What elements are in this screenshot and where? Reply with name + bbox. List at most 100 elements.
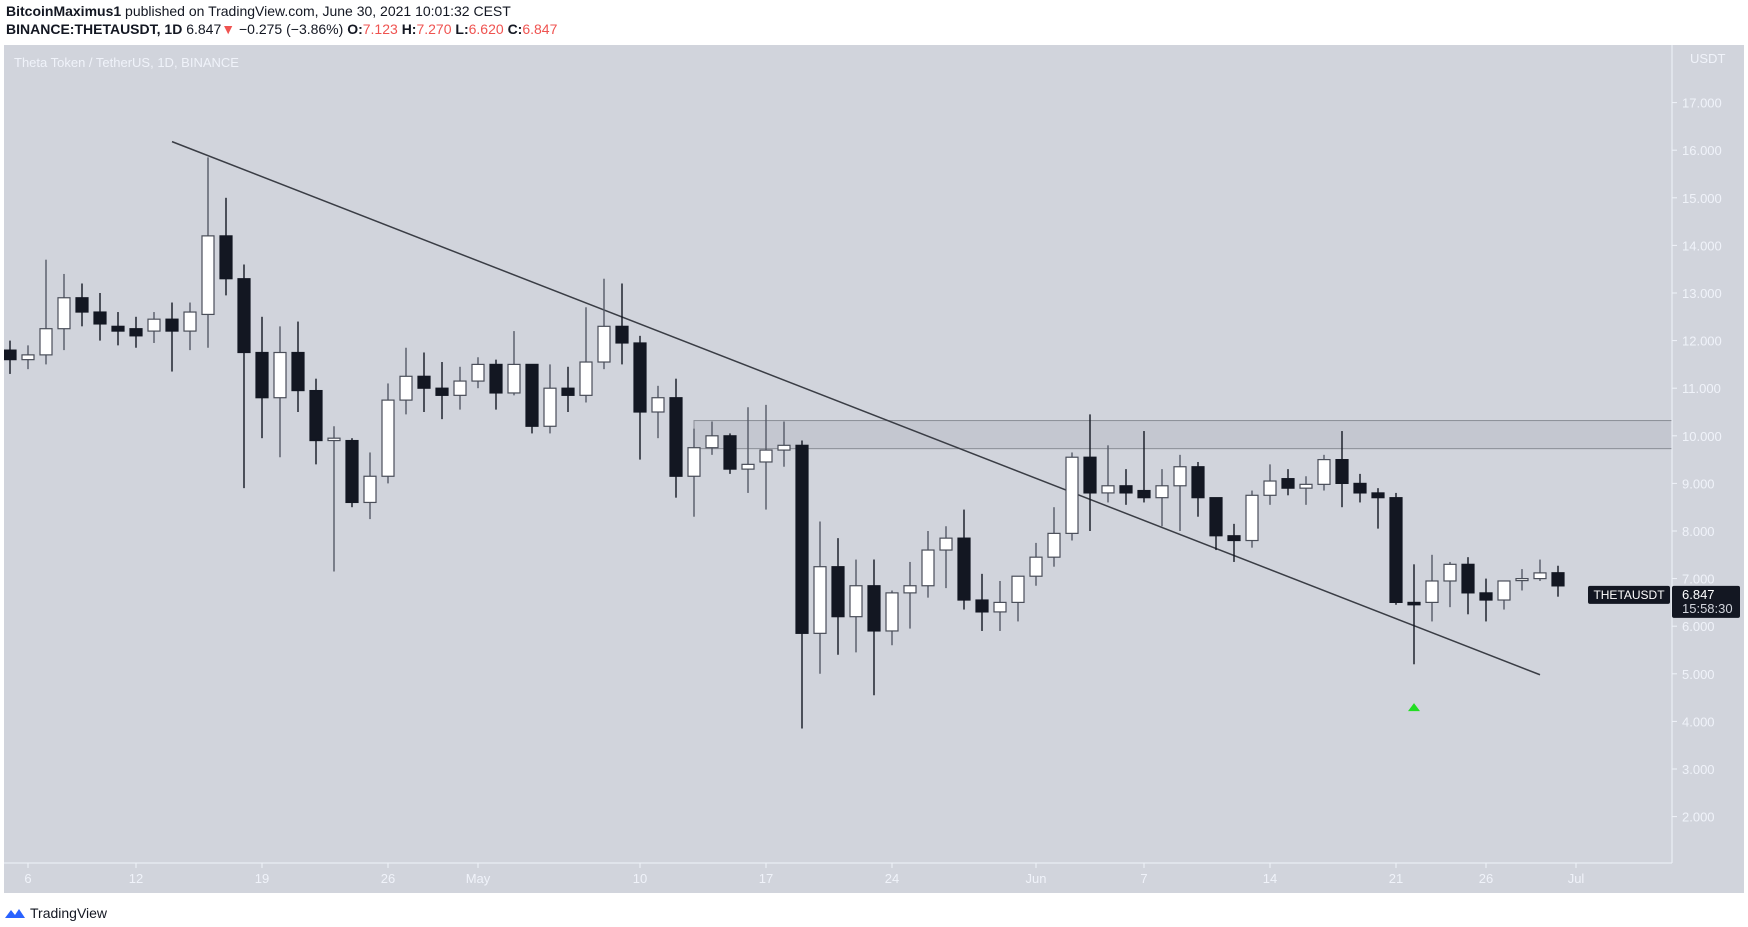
candle [1191, 461, 1205, 517]
candle [1479, 578, 1493, 622]
candle-body [651, 397, 665, 413]
candle [903, 561, 917, 629]
candle-body [1209, 497, 1223, 537]
candle-body [777, 444, 791, 451]
candle [993, 580, 1007, 631]
candle [1083, 414, 1097, 531]
candle-body [1515, 577, 1529, 582]
candle-body [1389, 497, 1403, 603]
candle [1011, 575, 1025, 622]
candle [1335, 431, 1349, 508]
candle [1029, 542, 1043, 586]
candle [1137, 431, 1151, 503]
y-tick-label: 11.000 [1682, 381, 1721, 396]
candle [471, 357, 485, 389]
candle-body [309, 389, 323, 442]
close-label: C: [507, 21, 523, 37]
current-price: 6.847 [1682, 587, 1715, 602]
candle [1173, 454, 1187, 531]
candle-body [4, 349, 17, 361]
price-tag-bg [1672, 585, 1740, 618]
candle-body [759, 449, 773, 463]
candle [1227, 523, 1241, 562]
candle-body [957, 537, 971, 601]
candle-body [183, 311, 197, 332]
x-tick-label: 17 [759, 871, 773, 886]
candle [1533, 559, 1547, 581]
close-value: 6.847 [522, 21, 558, 37]
candle-body [363, 475, 377, 504]
candle [669, 378, 683, 498]
chart-legend: Theta Token / TetherUS, 1D, BINANCE [14, 55, 239, 70]
candle-body [615, 325, 629, 344]
candle-body [669, 397, 683, 477]
candle-body [1551, 572, 1565, 587]
candle [813, 521, 827, 674]
candle-body [525, 363, 539, 427]
candle [1353, 473, 1367, 503]
candle [1497, 580, 1511, 610]
candle [219, 197, 233, 296]
candle-body [471, 363, 485, 382]
y-tick-label: 7.000 [1682, 572, 1715, 587]
candle [1155, 469, 1169, 527]
candle-body [1155, 485, 1169, 499]
y-tick-label: 4.000 [1682, 714, 1715, 729]
high-value: 7.270 [416, 21, 452, 37]
candle-body [1245, 494, 1259, 542]
candle-body [39, 328, 53, 356]
candle [705, 421, 719, 455]
candle-body [705, 435, 719, 449]
open-label: O: [347, 21, 363, 37]
candle [849, 559, 863, 653]
candle [1299, 476, 1313, 505]
symbol-tag-bg [1588, 585, 1670, 604]
candle [183, 302, 197, 351]
candle-body [129, 328, 143, 337]
candle [255, 316, 269, 439]
candle-body [1299, 483, 1313, 489]
tradingview-logo[interactable]: TradingView [4, 905, 107, 921]
candle [597, 278, 611, 370]
candle [291, 321, 305, 412]
candle [1371, 488, 1385, 529]
candle-body [813, 566, 827, 634]
x-tick-label: 26 [1479, 871, 1493, 886]
candle-body [1065, 456, 1079, 534]
candle-body [165, 318, 179, 332]
candle-body [1425, 580, 1439, 603]
candle-body [435, 387, 449, 396]
candle-body [723, 435, 737, 470]
price-change: −0.275 (−3.86%) [239, 21, 344, 37]
candle [687, 428, 701, 517]
x-tick-label: 19 [255, 871, 269, 886]
candle [129, 316, 143, 348]
candle [759, 404, 773, 510]
candle [453, 366, 467, 410]
brand-label: TradingView [30, 905, 108, 921]
candle [957, 509, 971, 610]
candle-body [1173, 466, 1187, 487]
author-name[interactable]: BitcoinMaximus1 [6, 3, 122, 19]
green-up-arrow-icon [1408, 703, 1420, 712]
candle [399, 347, 413, 415]
candle-body [1011, 575, 1025, 603]
candle-body [147, 318, 161, 332]
y-tick-label: 15.000 [1682, 191, 1722, 206]
candle-body [57, 297, 71, 330]
candle-body [1137, 489, 1151, 499]
candle [57, 273, 71, 351]
y-tick-label: 10.000 [1682, 429, 1722, 444]
candle [147, 312, 161, 343]
candle [309, 378, 323, 465]
candle [273, 326, 287, 458]
candle-body [453, 380, 467, 396]
candle-body [1029, 556, 1043, 577]
candlestick-chart[interactable]: USDT 2.000 3.000 4.000 5.000 6.000 7.000 8.000 9… [4, 45, 1744, 893]
chart-pane[interactable]: USDT 2.000 3.000 4.000 5.000 6.000 7.000 8.000 9… [4, 45, 1744, 893]
candle-body [561, 387, 575, 396]
y-tick-label: 13.000 [1682, 286, 1722, 301]
candle-body [489, 363, 503, 394]
candle [777, 421, 791, 467]
candle [237, 264, 251, 489]
